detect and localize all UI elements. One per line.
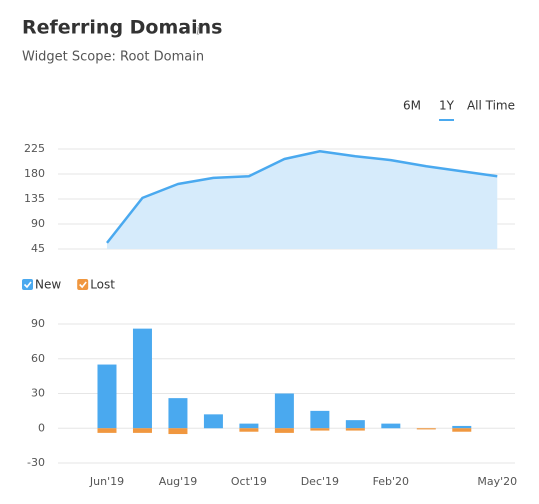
bar [274,393,294,429]
tabs: 6M 1Y All Time [403,99,515,121]
bar [97,428,117,433]
legend-checkbox[interactable] [22,279,33,290]
y-tick-label: 0 [38,421,45,434]
widget-subtitle: Widget Scope: Root Domain [22,50,204,65]
tab[interactable]: 1Y [439,99,455,113]
bar [168,428,188,435]
tab[interactable]: 6M [403,99,421,113]
x-tick-label: Oct'19 [231,475,267,488]
info-icon[interactable]: i [196,24,200,39]
bar [132,328,152,429]
x-tick-label: Dec'19 [301,475,339,488]
bar [203,414,223,429]
y-tick-label: 90 [31,217,45,230]
bar [132,428,152,433]
y-tick-label: 180 [24,167,45,180]
y-tick-label: 225 [24,142,45,155]
bar [168,398,188,429]
y-tick-label: 45 [31,242,45,255]
bar [310,428,330,431]
tab[interactable]: All Time [467,99,515,113]
legend-label[interactable]: Lost [90,278,115,292]
line [106,149,498,244]
bar [416,428,436,430]
x-tick-label: Jun'19 [89,475,124,488]
bar [345,420,365,429]
legend-checkbox[interactable] [77,279,89,290]
y-tick-label: 30 [31,387,45,400]
bar [452,425,472,429]
area-fill [106,151,498,249]
y-tick-label: 135 [24,192,45,205]
legend-check [23,281,32,289]
bar [310,410,330,429]
bar [239,428,259,432]
legend-label[interactable]: New [35,278,61,292]
y-tick-label: 60 [31,352,45,365]
widget-title: Referring Domains [22,17,222,39]
bar [97,364,117,429]
bar [345,428,365,431]
x-tick-label: May'20 [477,475,517,488]
x-tick-label: Feb'20 [373,475,410,488]
legend-check [79,281,87,289]
bar [452,428,472,432]
y-tick-label: 90 [31,317,45,330]
bar [381,423,401,429]
bar [239,423,259,429]
bar [274,428,294,433]
y-tick-label: -30 [27,456,45,469]
x-tick-label: Aug'19 [159,475,198,488]
legend: New Lost [22,278,115,292]
